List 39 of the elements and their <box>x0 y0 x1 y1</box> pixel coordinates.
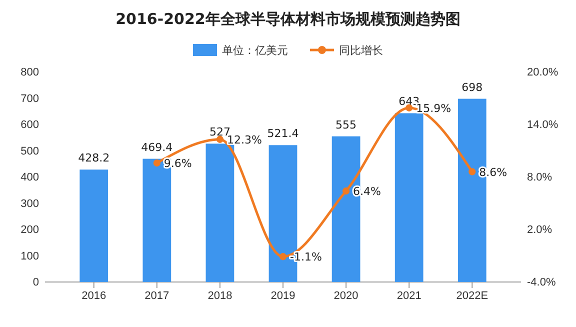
data-label: 12.3% <box>226 133 262 146</box>
y2-tick-label: -4.0% <box>527 276 556 289</box>
legend-label: 单位：亿美元 <box>222 44 288 57</box>
bar <box>394 113 424 282</box>
x-tick-label: 2017 <box>144 290 170 302</box>
y-tick-label: 500 <box>20 145 39 158</box>
x-tick-label: 2018 <box>208 290 232 302</box>
point <box>342 187 350 195</box>
data-label: 428.2 <box>78 152 110 165</box>
data-label: 555 <box>336 118 357 132</box>
y2-tick-label: 8.0% <box>527 172 552 184</box>
y-tick-label: 0 <box>32 276 39 289</box>
point <box>216 136 224 143</box>
legend-label: 同比增长 <box>339 44 383 57</box>
x-tick-label: 2021 <box>396 290 422 302</box>
y2-tick-label: 14.0% <box>527 119 558 132</box>
chart-title: 2016-2022年全球半导体材料市场规模预测趋势图 <box>116 10 460 28</box>
y-tick-label: 600 <box>20 119 39 132</box>
point <box>468 168 476 176</box>
x-tick-label: 2020 <box>334 290 358 302</box>
x-tick-label: 2016 <box>82 290 106 302</box>
data-label: 698 <box>462 80 483 94</box>
y2-tick-label: 2.0% <box>527 224 552 236</box>
data-label: 469.4 <box>141 140 173 154</box>
y-tick-label: 800 <box>20 66 39 79</box>
point <box>279 253 287 260</box>
bar <box>206 144 234 282</box>
data-label: 15.9% <box>416 102 452 115</box>
y-tick-label: 100 <box>20 250 39 262</box>
data-label: 521.4 <box>267 127 299 140</box>
y-tick-label: 700 <box>20 92 39 105</box>
bar <box>80 170 108 282</box>
point <box>153 159 160 167</box>
y-tick-label: 400 <box>20 172 39 184</box>
x-tick-label: 2022E <box>456 290 488 302</box>
x-tick-label: 2019 <box>270 290 296 302</box>
y-tick-label: 200 <box>20 224 39 236</box>
y-tick-label: 300 <box>20 198 39 210</box>
y2-tick-label: 20.0% <box>527 66 558 79</box>
